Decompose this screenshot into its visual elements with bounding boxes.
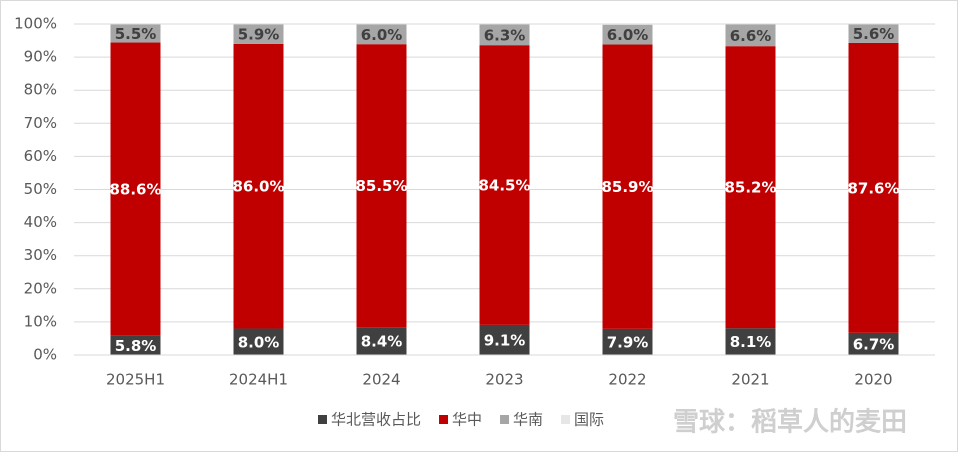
bar-segment xyxy=(233,328,284,355)
value-label: 85.2% xyxy=(724,179,776,197)
bar-segment xyxy=(110,335,161,355)
value-label: 5.8% xyxy=(115,337,157,355)
value-label: 6.3% xyxy=(484,26,526,44)
value-label: 84.5% xyxy=(478,177,530,195)
y-tick-label: 90% xyxy=(24,48,57,66)
legend-swatch xyxy=(500,415,510,424)
bar-segment xyxy=(233,43,284,329)
bar-segment xyxy=(356,24,407,45)
bar-segment xyxy=(848,42,899,333)
y-tick-label: 40% xyxy=(24,213,57,231)
bar-segment xyxy=(110,42,161,336)
value-label: 87.6% xyxy=(847,179,899,197)
bar-segment xyxy=(233,24,284,44)
x-tick-label: 2024 xyxy=(362,371,400,389)
value-label: 5.5% xyxy=(115,25,157,43)
bar-segment xyxy=(479,24,530,46)
bar-segment xyxy=(602,44,653,329)
x-tick-label: 2021 xyxy=(731,371,769,389)
y-tick-label: 60% xyxy=(24,147,57,165)
legend-label: 华北营收占比 xyxy=(331,411,421,429)
watermark: 雪球：稻草人的麦田 xyxy=(673,407,907,438)
value-label: 8.0% xyxy=(238,333,280,351)
legend-swatch xyxy=(318,415,327,424)
value-label: 88.6% xyxy=(109,181,161,199)
value-label: 7.9% xyxy=(607,333,649,351)
bar-segment xyxy=(848,332,899,355)
value-label: 6.7% xyxy=(853,335,895,353)
value-label: 6.0% xyxy=(361,26,403,44)
y-tick-label: 70% xyxy=(24,114,57,132)
bar-segment xyxy=(602,24,653,25)
x-tick-label: 2020 xyxy=(854,371,892,389)
x-tick-label: 2024H1 xyxy=(229,371,288,389)
bar-segment xyxy=(356,44,407,328)
bar-segment xyxy=(848,24,899,43)
bar-segment xyxy=(110,24,161,43)
legend-swatch xyxy=(561,415,571,424)
bar-segment xyxy=(725,328,776,355)
value-label: 5.6% xyxy=(853,25,895,43)
legend-label: 华南 xyxy=(513,411,543,429)
x-tick-label: 2022 xyxy=(608,371,646,389)
bar-segment xyxy=(725,46,776,329)
value-label: 86.0% xyxy=(232,178,284,196)
value-label: 5.9% xyxy=(238,26,280,44)
bar-segment xyxy=(479,324,530,355)
y-tick-label: 30% xyxy=(24,246,57,264)
y-tick-label: 0% xyxy=(33,346,57,364)
bar-segment xyxy=(479,45,530,325)
x-tick-label: 2025H1 xyxy=(106,371,165,389)
legend-label: 华中 xyxy=(452,411,482,429)
bar-segment xyxy=(356,327,407,355)
y-tick-label: 50% xyxy=(24,180,57,198)
y-tick-label: 20% xyxy=(24,279,57,297)
x-tick-label: 2023 xyxy=(485,371,523,389)
bar-segment xyxy=(725,24,776,47)
value-label: 8.1% xyxy=(730,333,772,351)
y-tick-label: 100% xyxy=(14,15,57,33)
value-label: 9.1% xyxy=(484,331,526,349)
value-label: 6.0% xyxy=(607,26,649,44)
bar-segment xyxy=(602,24,653,45)
value-label: 85.5% xyxy=(355,177,407,195)
legend-label: 国际 xyxy=(574,411,604,429)
y-tick-label: 80% xyxy=(24,81,57,99)
value-label: 85.9% xyxy=(601,178,653,196)
y-tick-label: 10% xyxy=(24,312,57,330)
value-label: 8.4% xyxy=(361,333,403,351)
legend-swatch xyxy=(439,415,449,424)
bar-segment xyxy=(602,328,653,355)
value-label: 6.6% xyxy=(730,27,772,45)
